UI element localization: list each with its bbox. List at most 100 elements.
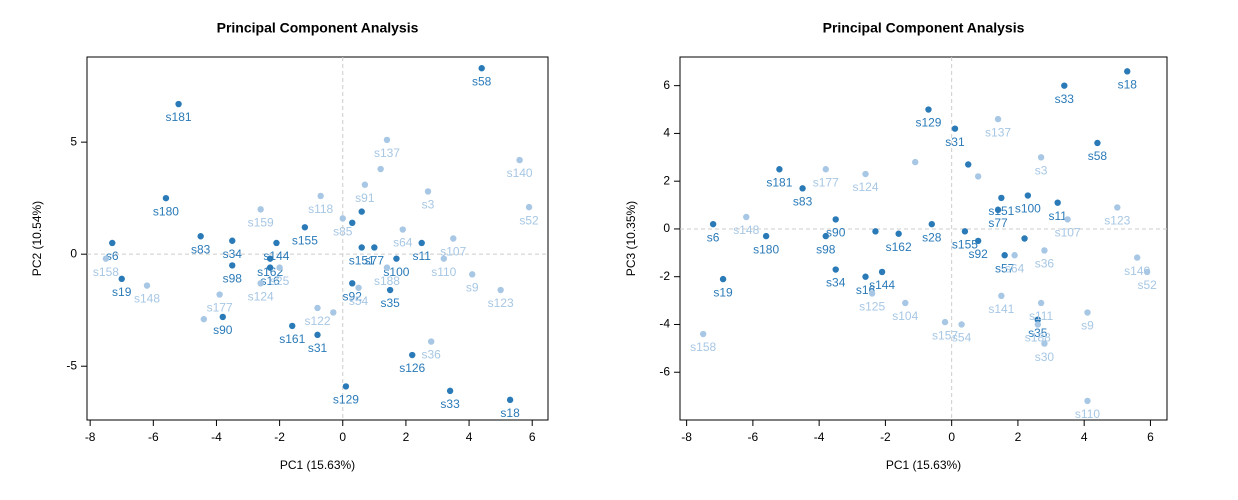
plot-frame — [679, 56, 1168, 421]
x-tick-label: 0 — [948, 430, 955, 444]
plot-frame — [86, 56, 549, 421]
point-label: s9 — [1081, 319, 1094, 333]
point — [928, 220, 935, 228]
point-label: s137 — [374, 146, 400, 160]
point — [822, 166, 829, 173]
point-label: s28 — [922, 230, 942, 244]
point-label: s122 — [304, 314, 330, 328]
point-label: s123 — [1104, 214, 1130, 228]
point — [229, 237, 236, 244]
point-label: s158 — [690, 340, 716, 354]
point — [822, 232, 829, 240]
point — [832, 216, 839, 223]
x-tick-label: -8 — [681, 430, 692, 444]
point — [762, 232, 770, 240]
point-label: s6 — [106, 249, 119, 263]
point-label: s34 — [826, 276, 846, 290]
point — [358, 208, 365, 215]
point — [478, 65, 485, 72]
point — [776, 166, 783, 173]
point — [506, 396, 514, 404]
point — [878, 268, 886, 276]
point — [371, 244, 378, 251]
point-label: s33 — [1055, 92, 1075, 106]
point-label: s3 — [1035, 163, 1048, 177]
point-label: s137 — [985, 125, 1011, 139]
point — [349, 219, 356, 227]
y-tick-label: 6 — [663, 78, 670, 92]
y-tick-label: -4 — [659, 317, 670, 331]
point-label: s140 — [507, 166, 533, 180]
point-label: s57 — [995, 261, 1015, 275]
point — [330, 309, 337, 316]
point — [974, 173, 982, 180]
point-label: s181 — [766, 175, 792, 189]
x-tick-label: -2 — [880, 430, 891, 444]
point — [383, 136, 391, 144]
point-label: s188 — [374, 274, 400, 288]
point-label: s125 — [859, 300, 885, 314]
point — [994, 206, 1002, 214]
point — [469, 271, 476, 278]
point — [266, 264, 274, 271]
point-label: s157 — [932, 328, 958, 342]
y-axis-label: PC3 (10.35%) — [624, 201, 638, 276]
point — [383, 264, 391, 271]
point — [197, 233, 204, 240]
point — [1001, 252, 1008, 259]
y-tick-label: 5 — [70, 134, 77, 148]
point — [699, 330, 707, 338]
point — [109, 239, 116, 247]
point — [266, 255, 274, 262]
point-label: s100 — [1015, 202, 1041, 216]
x-tick-label: 6 — [529, 430, 536, 444]
point-label: s16 — [260, 274, 280, 288]
x-tick-label: -6 — [748, 430, 759, 444]
point — [257, 280, 264, 287]
point-label: s111 — [1029, 309, 1054, 323]
point — [257, 206, 264, 213]
point — [1024, 192, 1032, 199]
x-tick-label: 0 — [339, 430, 346, 444]
point — [832, 266, 839, 273]
point-label: s129 — [915, 116, 941, 130]
point-label: s35 — [1028, 326, 1048, 340]
point — [1041, 340, 1048, 347]
point-label: s177 — [207, 301, 233, 315]
point — [349, 280, 356, 287]
point — [912, 158, 919, 166]
point-label: s144 — [869, 278, 895, 292]
point — [743, 213, 750, 221]
point — [965, 161, 972, 168]
point — [961, 228, 969, 235]
point — [1037, 299, 1045, 307]
point — [219, 313, 226, 321]
point-label: s35 — [380, 296, 400, 310]
point-label: s124 — [853, 180, 879, 194]
point — [998, 194, 1005, 202]
y-tick-label: 0 — [663, 221, 670, 235]
x-tick-label: 2 — [1015, 430, 1022, 444]
point-label: s52 — [519, 213, 539, 227]
point-label: s126 — [399, 361, 425, 375]
point — [902, 299, 909, 307]
point — [868, 290, 876, 297]
y-tick-label: -5 — [66, 358, 77, 372]
point-label: s98 — [223, 272, 243, 286]
point-label: s110 — [431, 265, 456, 279]
point-label: s3 — [422, 198, 435, 212]
point — [393, 255, 400, 262]
y-tick-label: -2 — [659, 269, 670, 283]
point-label: s11 — [1048, 209, 1067, 223]
point — [925, 106, 932, 113]
point-label: s30 — [1035, 350, 1055, 364]
point — [446, 387, 454, 395]
point — [1064, 216, 1071, 223]
point-label: s188 — [1025, 331, 1051, 345]
y-tick-label: 2 — [663, 173, 670, 187]
point-label: s77 — [365, 254, 385, 268]
point — [450, 235, 457, 242]
point-label: s58 — [472, 74, 492, 88]
point-label: s92 — [968, 247, 988, 261]
point — [424, 188, 432, 195]
